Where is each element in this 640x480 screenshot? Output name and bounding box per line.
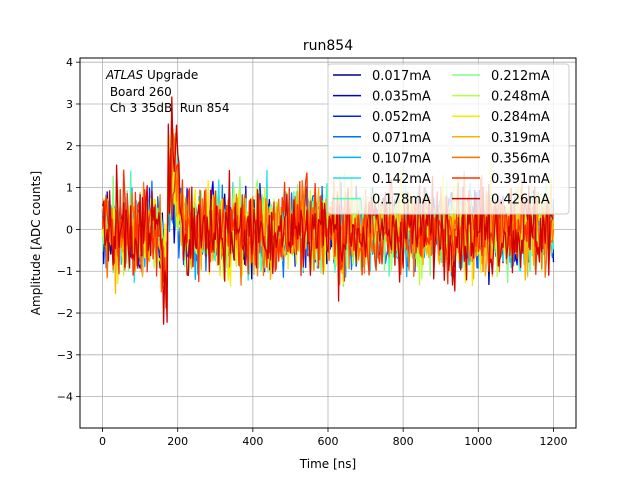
y-tick-label: 0 bbox=[66, 223, 73, 236]
legend-label: 0.035mA bbox=[372, 90, 431, 105]
legend-label: 0.178mA bbox=[372, 193, 431, 208]
upgrade-label: Upgrade bbox=[143, 68, 198, 82]
y-tick-label: 1 bbox=[66, 182, 73, 195]
x-tick-label: 600 bbox=[318, 435, 339, 448]
series-line bbox=[101, 96, 554, 325]
legend-label: 0.426mA bbox=[491, 193, 550, 208]
atlas-label: ATLAS bbox=[105, 68, 144, 82]
legend-label: 0.391mA bbox=[491, 172, 550, 187]
legend-label: 0.142mA bbox=[372, 172, 431, 187]
x-tick-label: 0 bbox=[99, 435, 106, 448]
legend-label: 0.052mA bbox=[372, 110, 431, 125]
y-tick-label: −1 bbox=[57, 265, 73, 278]
axis-ticks: 0 200 400 600 800 1000 1200 −4 −3 −2 −1 0 1 2 3 4 bbox=[57, 56, 568, 448]
x-tick-label: 1200 bbox=[539, 435, 567, 448]
legend-label: 0.248mA bbox=[491, 90, 550, 105]
channel-run-label: Ch 3 35dB Run 854 bbox=[106, 101, 230, 115]
x-tick-label: 400 bbox=[242, 435, 263, 448]
x-tick-label: 1000 bbox=[464, 435, 492, 448]
y-tick-label: 4 bbox=[66, 56, 73, 69]
y-tick-label: 2 bbox=[66, 140, 73, 153]
y-tick-label: −4 bbox=[57, 391, 73, 404]
y-tick-label: −3 bbox=[57, 349, 73, 362]
x-tick-label: 800 bbox=[393, 435, 414, 448]
legend-label: 0.017mA bbox=[372, 69, 431, 84]
legend-label: 0.212mA bbox=[491, 69, 550, 84]
chart-title: run854 bbox=[303, 38, 353, 54]
atlas-annotation: ATLAS Upgrade Board 260 Ch 3 35dB Run 85… bbox=[105, 68, 230, 115]
legend-label: 0.107mA bbox=[372, 151, 431, 166]
x-axis-label: Time [ns] bbox=[299, 457, 356, 471]
legend-label: 0.284mA bbox=[491, 110, 550, 125]
legend-label: 0.319mA bbox=[491, 131, 550, 146]
series-layer bbox=[101, 96, 555, 325]
legend-label: 0.356mA bbox=[491, 151, 550, 166]
legend: 0.017mA 0.035mA 0.052mA 0.071mA 0.107mA 0.142… bbox=[327, 63, 570, 215]
legend-box bbox=[327, 63, 570, 215]
y-tick-label: −2 bbox=[57, 307, 73, 320]
y-tick-label: 3 bbox=[66, 98, 73, 111]
legend-label: 0.071mA bbox=[372, 131, 431, 146]
y-axis-label: Amplitude [ADC counts] bbox=[29, 171, 43, 315]
board-label: Board 260 bbox=[106, 85, 172, 99]
svg-text:ATLAS Upgrade: ATLAS Upgrade bbox=[105, 68, 198, 82]
x-tick-label: 200 bbox=[167, 435, 188, 448]
